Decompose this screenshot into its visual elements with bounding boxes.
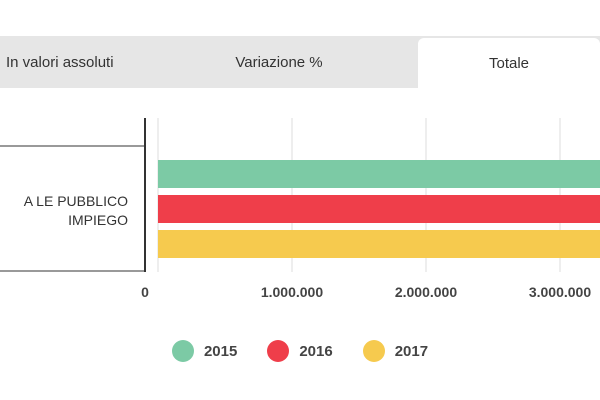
legend: 2015 2016 2017: [0, 336, 600, 366]
category-label-line: A LE PUBBLICO: [24, 193, 128, 209]
bar-2016[interactable]: [158, 195, 600, 223]
legend-label: 2015: [203, 342, 238, 360]
tab-in-valori-assoluti[interactable]: In valori assoluti: [0, 36, 140, 88]
category-labels: A LE PUBBLICO IMPIEGO: [24, 193, 128, 228]
tab-label: Variazione %: [235, 53, 323, 71]
bar-chart: A LE PUBBLICO IMPIEGO 0 1.000.000 2.000.000…: [0, 118, 600, 300]
tab-bar: In valori assoluti Variazione % Totale: [0, 36, 600, 88]
tab-label: Totale: [488, 54, 530, 72]
category-label-line: IMPIEGO: [68, 212, 128, 228]
legend-item-2016[interactable]: 2016: [267, 340, 333, 362]
legend-item-2017[interactable]: 2017: [362, 340, 429, 362]
legend-dot: [267, 340, 290, 362]
bars: [158, 160, 600, 258]
x-tick-label: 2.000.000: [395, 284, 457, 300]
x-tick-label: 3.000.000: [529, 284, 591, 300]
legend-dot: [171, 340, 194, 362]
legend-item-2015[interactable]: 2015: [171, 340, 238, 362]
tab-variazione-percent[interactable]: Variazione %: [140, 36, 418, 88]
legend-label: 2016: [299, 342, 333, 360]
legend-label: 2017: [394, 342, 429, 360]
axis-lines: [0, 118, 146, 272]
category-label: A LE PUBBLICO IMPIEGO: [24, 193, 128, 228]
bar-2017[interactable]: [158, 230, 600, 258]
x-tick-label: 0: [141, 284, 149, 300]
legend-dot: [362, 340, 385, 362]
x-tick-label: 1.000.000: [261, 284, 323, 300]
tab-totale[interactable]: Totale: [418, 38, 600, 88]
tab-label: In valori assoluti: [6, 53, 114, 71]
bar-2015[interactable]: [158, 160, 600, 188]
tick-labels: 0 1.000.000 2.000.000 3.000.000: [141, 284, 591, 300]
